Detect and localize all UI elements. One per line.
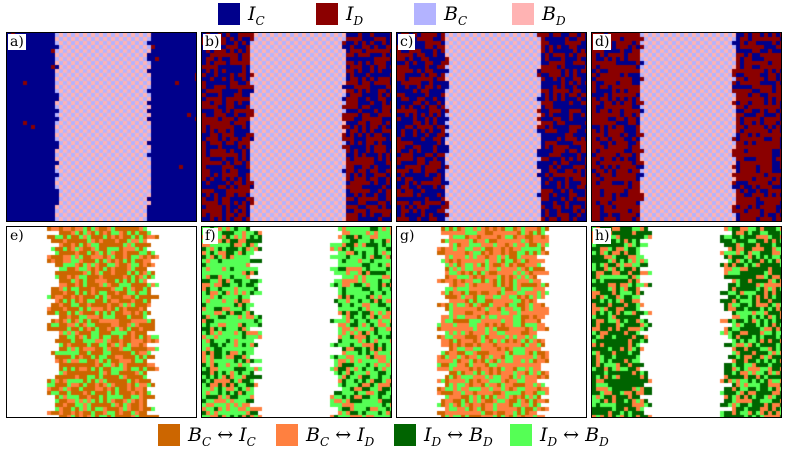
legend-to-sub: D [483, 434, 493, 449]
lattice-canvas [397, 227, 586, 417]
lattice-canvas [592, 33, 781, 221]
panel-e: e) [6, 226, 197, 418]
legend-from: ID [424, 424, 442, 449]
lattice-canvas [592, 227, 781, 417]
legend-to-sub: D [364, 434, 375, 449]
legend-swatch [316, 3, 338, 25]
legend-symbol: BC [444, 3, 468, 28]
legend-from-sub: D [431, 434, 442, 449]
panel-label: b) [203, 34, 222, 50]
legend-symbol: BD [542, 3, 566, 28]
panel-label: e) [8, 228, 26, 244]
legend-arrow: ↔ [211, 424, 240, 446]
legend-arrow: ↔ [557, 424, 586, 446]
legend-symbol-sub: D [353, 13, 364, 28]
legend-swatch [510, 424, 532, 446]
panel-g: g) [396, 226, 587, 418]
panel-d: d) [591, 32, 782, 222]
legend-label: BC [444, 3, 467, 32]
lattice-canvas [202, 227, 391, 417]
legend-label: ID ↔ BD [540, 424, 609, 453]
legend-symbol-sub: C [457, 13, 468, 28]
legend-swatch [276, 424, 298, 446]
panel-label: f) [203, 228, 218, 244]
legend-arrow: ↔ [441, 424, 470, 446]
legend-to-sub: C [246, 434, 256, 449]
bottom-legend: BC ↔ IC BC ↔ ID ID ↔ BD ID ↔ BD [0, 423, 790, 449]
panel-label: a) [8, 34, 26, 50]
legend-swatch [394, 424, 416, 446]
legend-symbol: IC [248, 3, 265, 28]
legend-swatch [158, 424, 180, 446]
lattice-canvas [202, 33, 391, 221]
legend-to-sub: D [599, 434, 609, 449]
lattice-canvas [7, 227, 196, 417]
panel-c: c) [396, 32, 587, 222]
panel-a: a) [6, 32, 197, 222]
legend-from-sub: D [547, 434, 558, 449]
legend-label: IC [248, 3, 265, 32]
legend-label: ID [346, 3, 363, 32]
top-legend: IC ID BC BD [0, 2, 790, 28]
legend-symbol: ID [346, 3, 364, 28]
lattice-canvas [397, 33, 586, 221]
legend-from-sub: C [201, 434, 212, 449]
legend-swatch [218, 3, 240, 25]
legend-label: ID ↔ BD [424, 424, 493, 453]
panel-b: b) [201, 32, 392, 222]
legend-label: BC ↔ ID [306, 424, 374, 453]
lattice-canvas [7, 33, 196, 221]
legend-swatch [512, 3, 534, 25]
panel-f: f) [201, 226, 392, 418]
legend-to: ID [357, 424, 375, 449]
panel-h: h) [591, 226, 782, 418]
legend-label: BC ↔ IC [188, 424, 256, 453]
legend-from: BC [188, 424, 212, 449]
legend-to: IC [239, 424, 256, 449]
legend-to: BD [469, 424, 493, 449]
legend-arrow: ↔ [329, 424, 358, 446]
panel-label: d) [593, 34, 612, 50]
panel-label: c) [398, 34, 416, 50]
legend-to: BD [585, 424, 609, 449]
panel-label: g) [398, 228, 417, 244]
panel-label: h) [593, 228, 612, 244]
legend-from: ID [540, 424, 558, 449]
legend-label: BD [542, 3, 566, 32]
legend-symbol-sub: C [255, 13, 265, 28]
legend-swatch [414, 3, 436, 25]
legend-from-sub: C [319, 434, 330, 449]
legend-from: BC [306, 424, 330, 449]
legend-symbol-sub: D [555, 13, 566, 28]
